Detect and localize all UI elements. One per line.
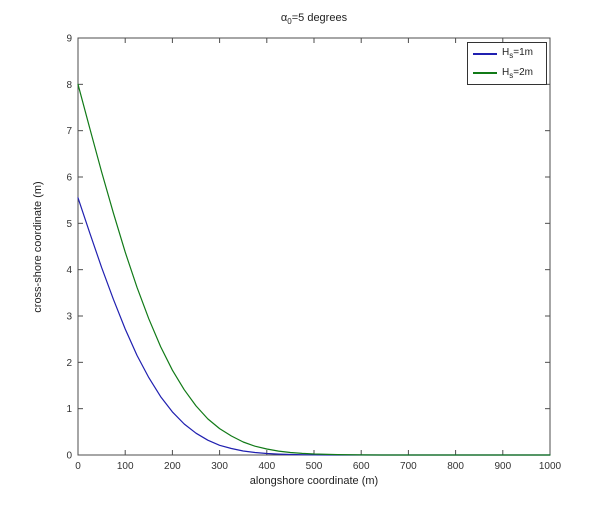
axis-ticks bbox=[77, 37, 551, 456]
legend-line-swatch-blue bbox=[473, 52, 497, 55]
legend-label-rest: =2m bbox=[513, 66, 533, 78]
x-tick-label: 800 bbox=[447, 461, 464, 472]
x-tick-label: 300 bbox=[211, 461, 228, 472]
legend: Hs=1m Hs=2m bbox=[467, 42, 547, 85]
legend-label-subscript: s bbox=[509, 70, 514, 80]
y-tick-label: 3 bbox=[66, 312, 72, 323]
x-tick-label: 200 bbox=[164, 461, 181, 472]
x-axis-label: alongshore coordinate (m) bbox=[249, 475, 379, 487]
y-tick-label: 1 bbox=[66, 404, 72, 415]
x-tick-label: 100 bbox=[117, 461, 134, 472]
plot-frame bbox=[77, 37, 551, 456]
legend-label-prefix: H bbox=[502, 66, 510, 78]
x-tick-label: 400 bbox=[258, 461, 275, 472]
x-tick-label: 1000 bbox=[539, 461, 562, 472]
chart-title: α0=5 degrees bbox=[281, 12, 347, 26]
y-tick-label: 2 bbox=[66, 358, 72, 369]
series-line-hs-2m bbox=[77, 83, 551, 456]
x-tick-label: 900 bbox=[494, 461, 511, 472]
y-tick-label: 4 bbox=[66, 265, 72, 276]
x-tick-label: 600 bbox=[353, 461, 370, 472]
y-tick-label: 7 bbox=[66, 126, 72, 137]
tick-labels: 0 100 200 300 400 500 600 700 800 900 1000 0 1 2 3 4 5 6 7… bbox=[66, 34, 561, 473]
y-tick-label: 8 bbox=[66, 80, 72, 91]
y-axis-label: cross-shore coordinate (m) bbox=[32, 181, 44, 313]
legend-label-subscript: s bbox=[509, 51, 514, 61]
y-tick-label: 5 bbox=[66, 219, 72, 230]
y-tick-label: 0 bbox=[66, 451, 72, 462]
y-tick-label: 6 bbox=[66, 173, 72, 184]
title-subscript: 0 bbox=[287, 17, 292, 27]
x-tick-label: 0 bbox=[75, 461, 81, 472]
y-tick-label: 9 bbox=[66, 34, 72, 45]
title-rest: =5 degrees bbox=[291, 12, 348, 24]
x-tick-label: 500 bbox=[306, 461, 323, 472]
legend-label-prefix: H bbox=[502, 47, 510, 59]
legend-label: Hs=1m bbox=[502, 47, 533, 60]
series-line-hs-1m bbox=[77, 197, 551, 456]
legend-item-hs-2m: Hs=2m bbox=[468, 64, 546, 82]
legend-label-rest: =1m bbox=[513, 47, 533, 59]
x-tick-label: 700 bbox=[400, 461, 417, 472]
legend-label: Hs=2m bbox=[502, 67, 533, 80]
legend-line-swatch-green bbox=[473, 72, 497, 75]
legend-item-hs-1m: Hs=1m bbox=[468, 45, 546, 63]
title-prefix: α bbox=[280, 12, 288, 24]
